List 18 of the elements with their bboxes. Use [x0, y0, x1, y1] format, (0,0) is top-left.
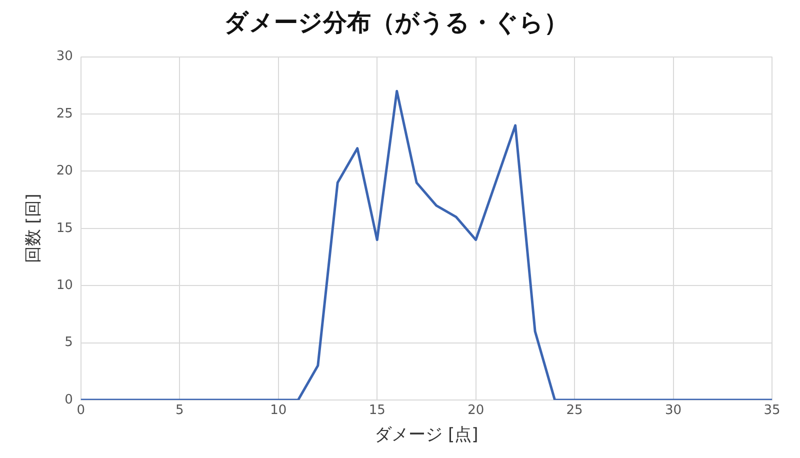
x-tick-label: 15 [368, 403, 386, 418]
y-tick-label: 30 [56, 49, 73, 64]
x-tick-label: 35 [764, 403, 780, 418]
x-tick-label: 5 [176, 403, 184, 418]
y-tick-label: 25 [56, 106, 73, 122]
x-tick-label: 25 [566, 403, 583, 418]
y-axis-title: 回数 [回] [24, 194, 44, 264]
chart-title: ダメージ分布（がうる・ぐら） [224, 8, 568, 37]
x-tick-label: 20 [468, 403, 484, 418]
y-tick-label: 15 [56, 220, 73, 236]
y-tick-label: 20 [56, 164, 73, 179]
y-tick-label: 5 [64, 335, 73, 350]
x-axis-title: ダメージ [点] [374, 425, 478, 446]
x-tick-label: 10 [270, 403, 287, 418]
y-tick-label: 10 [56, 278, 73, 293]
x-tick-label: 30 [665, 403, 682, 418]
y-tick-label: 0 [64, 392, 73, 408]
x-tick-label: 0 [76, 403, 86, 418]
